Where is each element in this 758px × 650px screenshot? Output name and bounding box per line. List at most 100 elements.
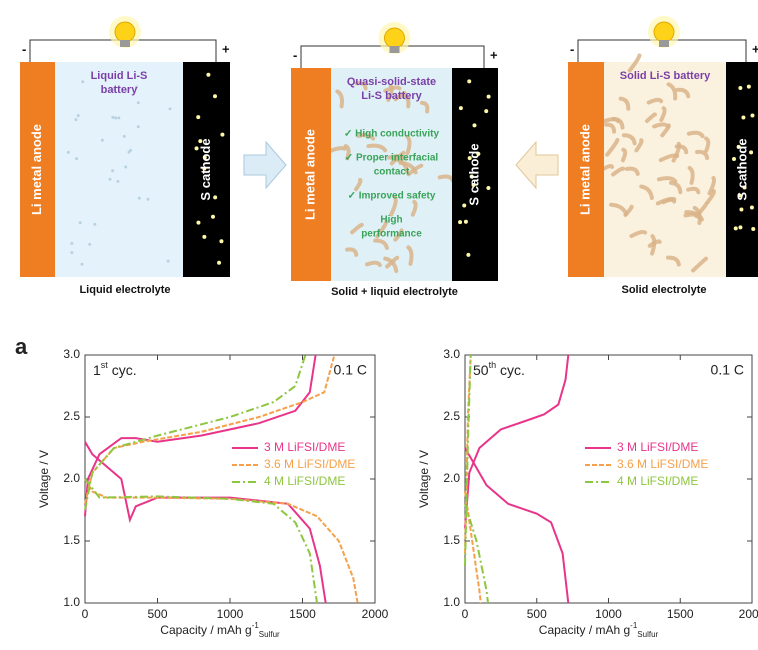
particle: [70, 242, 73, 245]
sulfur-dot: [196, 221, 200, 225]
particle: [74, 118, 77, 121]
x-tick-label: 1500: [289, 607, 316, 621]
sulfur-dot: [750, 114, 754, 118]
x-axis-label: Capacity / mAh g-1Sulfur: [160, 621, 280, 639]
x-tick-label: 2000: [362, 607, 389, 621]
x-tick-label: 500: [527, 607, 547, 621]
x-axis-label-main: Capacity / mAh g: [160, 623, 251, 637]
particle: [81, 80, 84, 83]
x-tick-label: 0: [82, 607, 89, 621]
sulfur-dot: [213, 94, 217, 98]
particle: [169, 107, 172, 110]
particle: [75, 157, 78, 160]
cycle-label: 1st cyc.: [93, 360, 137, 377]
particle: [116, 180, 119, 183]
sulfur-dot: [206, 73, 210, 77]
feature: ✓ Improved safety: [348, 191, 436, 202]
sulfur-dot: [487, 95, 491, 99]
sulfur-dot: [747, 85, 751, 89]
fiber: [654, 124, 668, 126]
sulfur-dot: [466, 253, 470, 257]
cathode-label: S cathode: [466, 143, 481, 205]
panel-title: Li-S battery: [361, 90, 422, 102]
cycle-text: cyc.: [108, 362, 137, 378]
arrow-right: [244, 142, 286, 188]
sulfur-dot: [211, 215, 215, 219]
fiber: [623, 150, 625, 161]
sulfur-dot: [220, 133, 224, 137]
particle: [93, 223, 96, 226]
terminal-plus: +: [490, 47, 498, 62]
x-tick-label: 500: [147, 607, 167, 621]
anode-label: Li metal anode: [29, 124, 44, 215]
x-tick-label: 0: [462, 607, 469, 621]
feature: performance: [361, 229, 422, 240]
y-tick-label: 1.0: [63, 595, 80, 609]
terminal-minus: -: [22, 41, 26, 56]
y-tick-label: 2.5: [63, 409, 80, 423]
panel-title: Quasi-solid-state: [347, 76, 436, 88]
cycle-number: 50: [473, 362, 489, 378]
y-axis-label: Voltage / V: [417, 450, 431, 508]
y-tick-label: 2.0: [63, 471, 80, 485]
cycle-number: 1: [93, 362, 101, 378]
feature: ✓ High conductivity: [344, 129, 439, 140]
legend-label: 4 M LiFSI/DME: [617, 474, 698, 488]
anode-label: Li metal anode: [577, 124, 592, 215]
feature: High: [380, 215, 402, 226]
particle: [167, 260, 170, 263]
sulfur-dot: [458, 220, 462, 224]
legend-label: 3.6 M LiFSI/DME: [617, 457, 708, 471]
y-tick-label: 2.5: [443, 409, 460, 423]
bulb-base: [659, 40, 669, 47]
fiber: [604, 119, 618, 121]
particle: [137, 125, 140, 128]
x-tick-label: 1500: [667, 607, 694, 621]
x-axis-label-sub: Sulfur: [637, 630, 658, 639]
bulb-base: [120, 40, 130, 47]
terminal-minus: -: [293, 47, 297, 62]
arrow-left: [516, 142, 558, 188]
page: {"diagram": {"panels": [ {"title": ["Liq…: [0, 0, 758, 650]
particle: [111, 116, 114, 119]
cycle-suffix: th: [489, 360, 497, 370]
particle: [70, 251, 73, 254]
particle: [137, 101, 140, 104]
x-tick-label: 1000: [217, 607, 244, 621]
sulfur-dot: [738, 86, 742, 90]
x-axis-label: Capacity / mAh g-1Sulfur: [539, 621, 659, 639]
sulfur-dot: [739, 207, 743, 211]
sulfur-dot: [751, 227, 755, 231]
terminal-minus: -: [570, 41, 574, 56]
particle: [79, 221, 82, 224]
sulfur-dot: [472, 123, 476, 127]
particle: [111, 169, 114, 172]
cycle-text: cyc.: [496, 362, 525, 378]
electrolyte-caption: Liquid electrolyte: [79, 284, 170, 296]
legend-label: 4 M LiFSI/DME: [264, 474, 345, 488]
sulfur-dot: [738, 225, 742, 229]
figure: -+Li metal anodeS cathodeLiquid Li-Sbatt…: [0, 0, 758, 650]
particle: [114, 117, 117, 120]
y-tick-label: 2.0: [443, 471, 460, 485]
sulfur-dot: [486, 186, 490, 190]
cathode-label: S cathode: [734, 138, 749, 200]
panel-label: a: [15, 334, 28, 359]
sulfur-dot: [459, 106, 463, 110]
particle: [138, 197, 141, 200]
sulfur-dot: [750, 205, 754, 209]
particle: [81, 263, 84, 266]
cycle-label: 50th cyc.: [473, 360, 525, 377]
electrolyte-caption: Solid + liquid electrolyte: [331, 286, 458, 298]
anode-label: Li metal anode: [302, 129, 317, 220]
x-axis-label-sub: Sulfur: [259, 630, 280, 639]
particle: [88, 243, 91, 246]
particle: [123, 135, 126, 138]
terminal-plus: +: [752, 41, 758, 56]
fiber: [706, 139, 708, 151]
particle: [117, 116, 120, 119]
particle: [77, 114, 80, 117]
y-axis-label: Voltage / V: [37, 450, 51, 508]
feature: contact: [374, 167, 410, 178]
y-tick-label: 1.5: [443, 533, 460, 547]
